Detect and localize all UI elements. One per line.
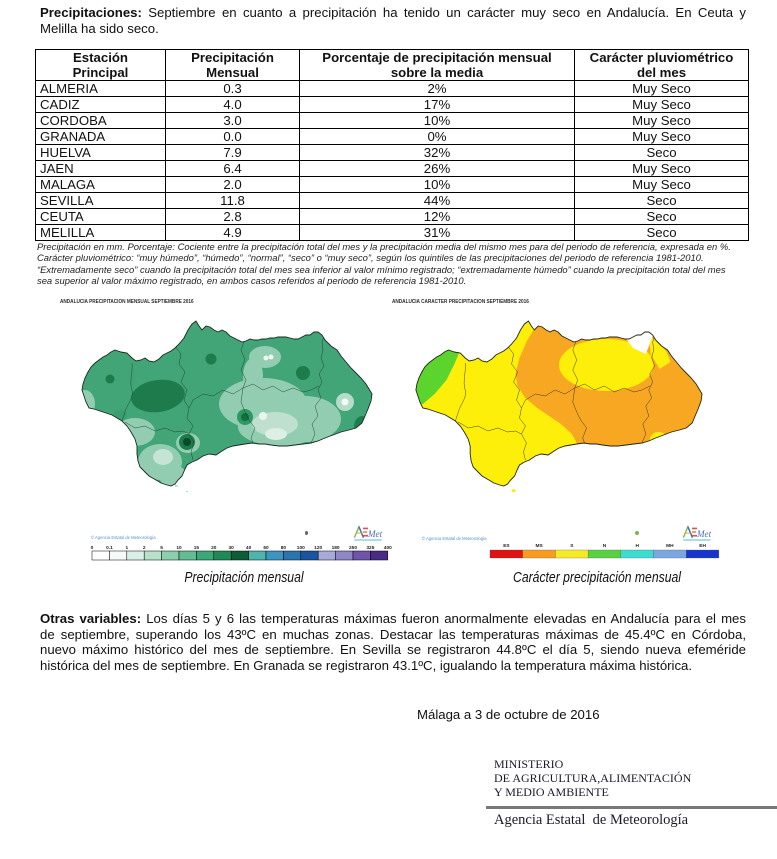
svg-text:0: 0	[91, 545, 94, 551]
svg-text:120: 120	[314, 545, 322, 551]
svg-text:Met: Met	[696, 529, 712, 539]
svg-text:250: 250	[349, 545, 357, 551]
svg-text:180: 180	[332, 545, 340, 551]
svg-text:100: 100	[297, 545, 305, 551]
svg-text:80: 80	[281, 545, 287, 551]
svg-text:Met: Met	[367, 529, 383, 539]
svg-text:15: 15	[194, 545, 200, 551]
svg-text:10: 10	[176, 545, 182, 551]
svg-text:EH: EH	[699, 543, 706, 549]
svg-text:br: br	[175, 484, 179, 488]
svg-text:20: 20	[211, 545, 217, 551]
svg-text:325: 325	[366, 545, 374, 551]
svg-text:H: H	[635, 543, 639, 549]
svg-text:MH: MH	[666, 543, 674, 549]
svg-text:2: 2	[143, 545, 146, 551]
svg-text:60: 60	[263, 545, 269, 551]
svg-text:1: 1	[125, 545, 128, 551]
svg-text:MS: MS	[535, 543, 543, 549]
svg-text:S: S	[570, 543, 574, 549]
svg-text:40: 40	[246, 545, 252, 551]
svg-text:400: 400	[384, 545, 392, 551]
svg-text:30: 30	[229, 545, 235, 551]
svg-text:N: N	[603, 543, 607, 549]
svg-text:0.1: 0.1	[106, 545, 113, 551]
svg-text:5: 5	[160, 545, 163, 551]
svg-text:ES: ES	[503, 543, 510, 549]
